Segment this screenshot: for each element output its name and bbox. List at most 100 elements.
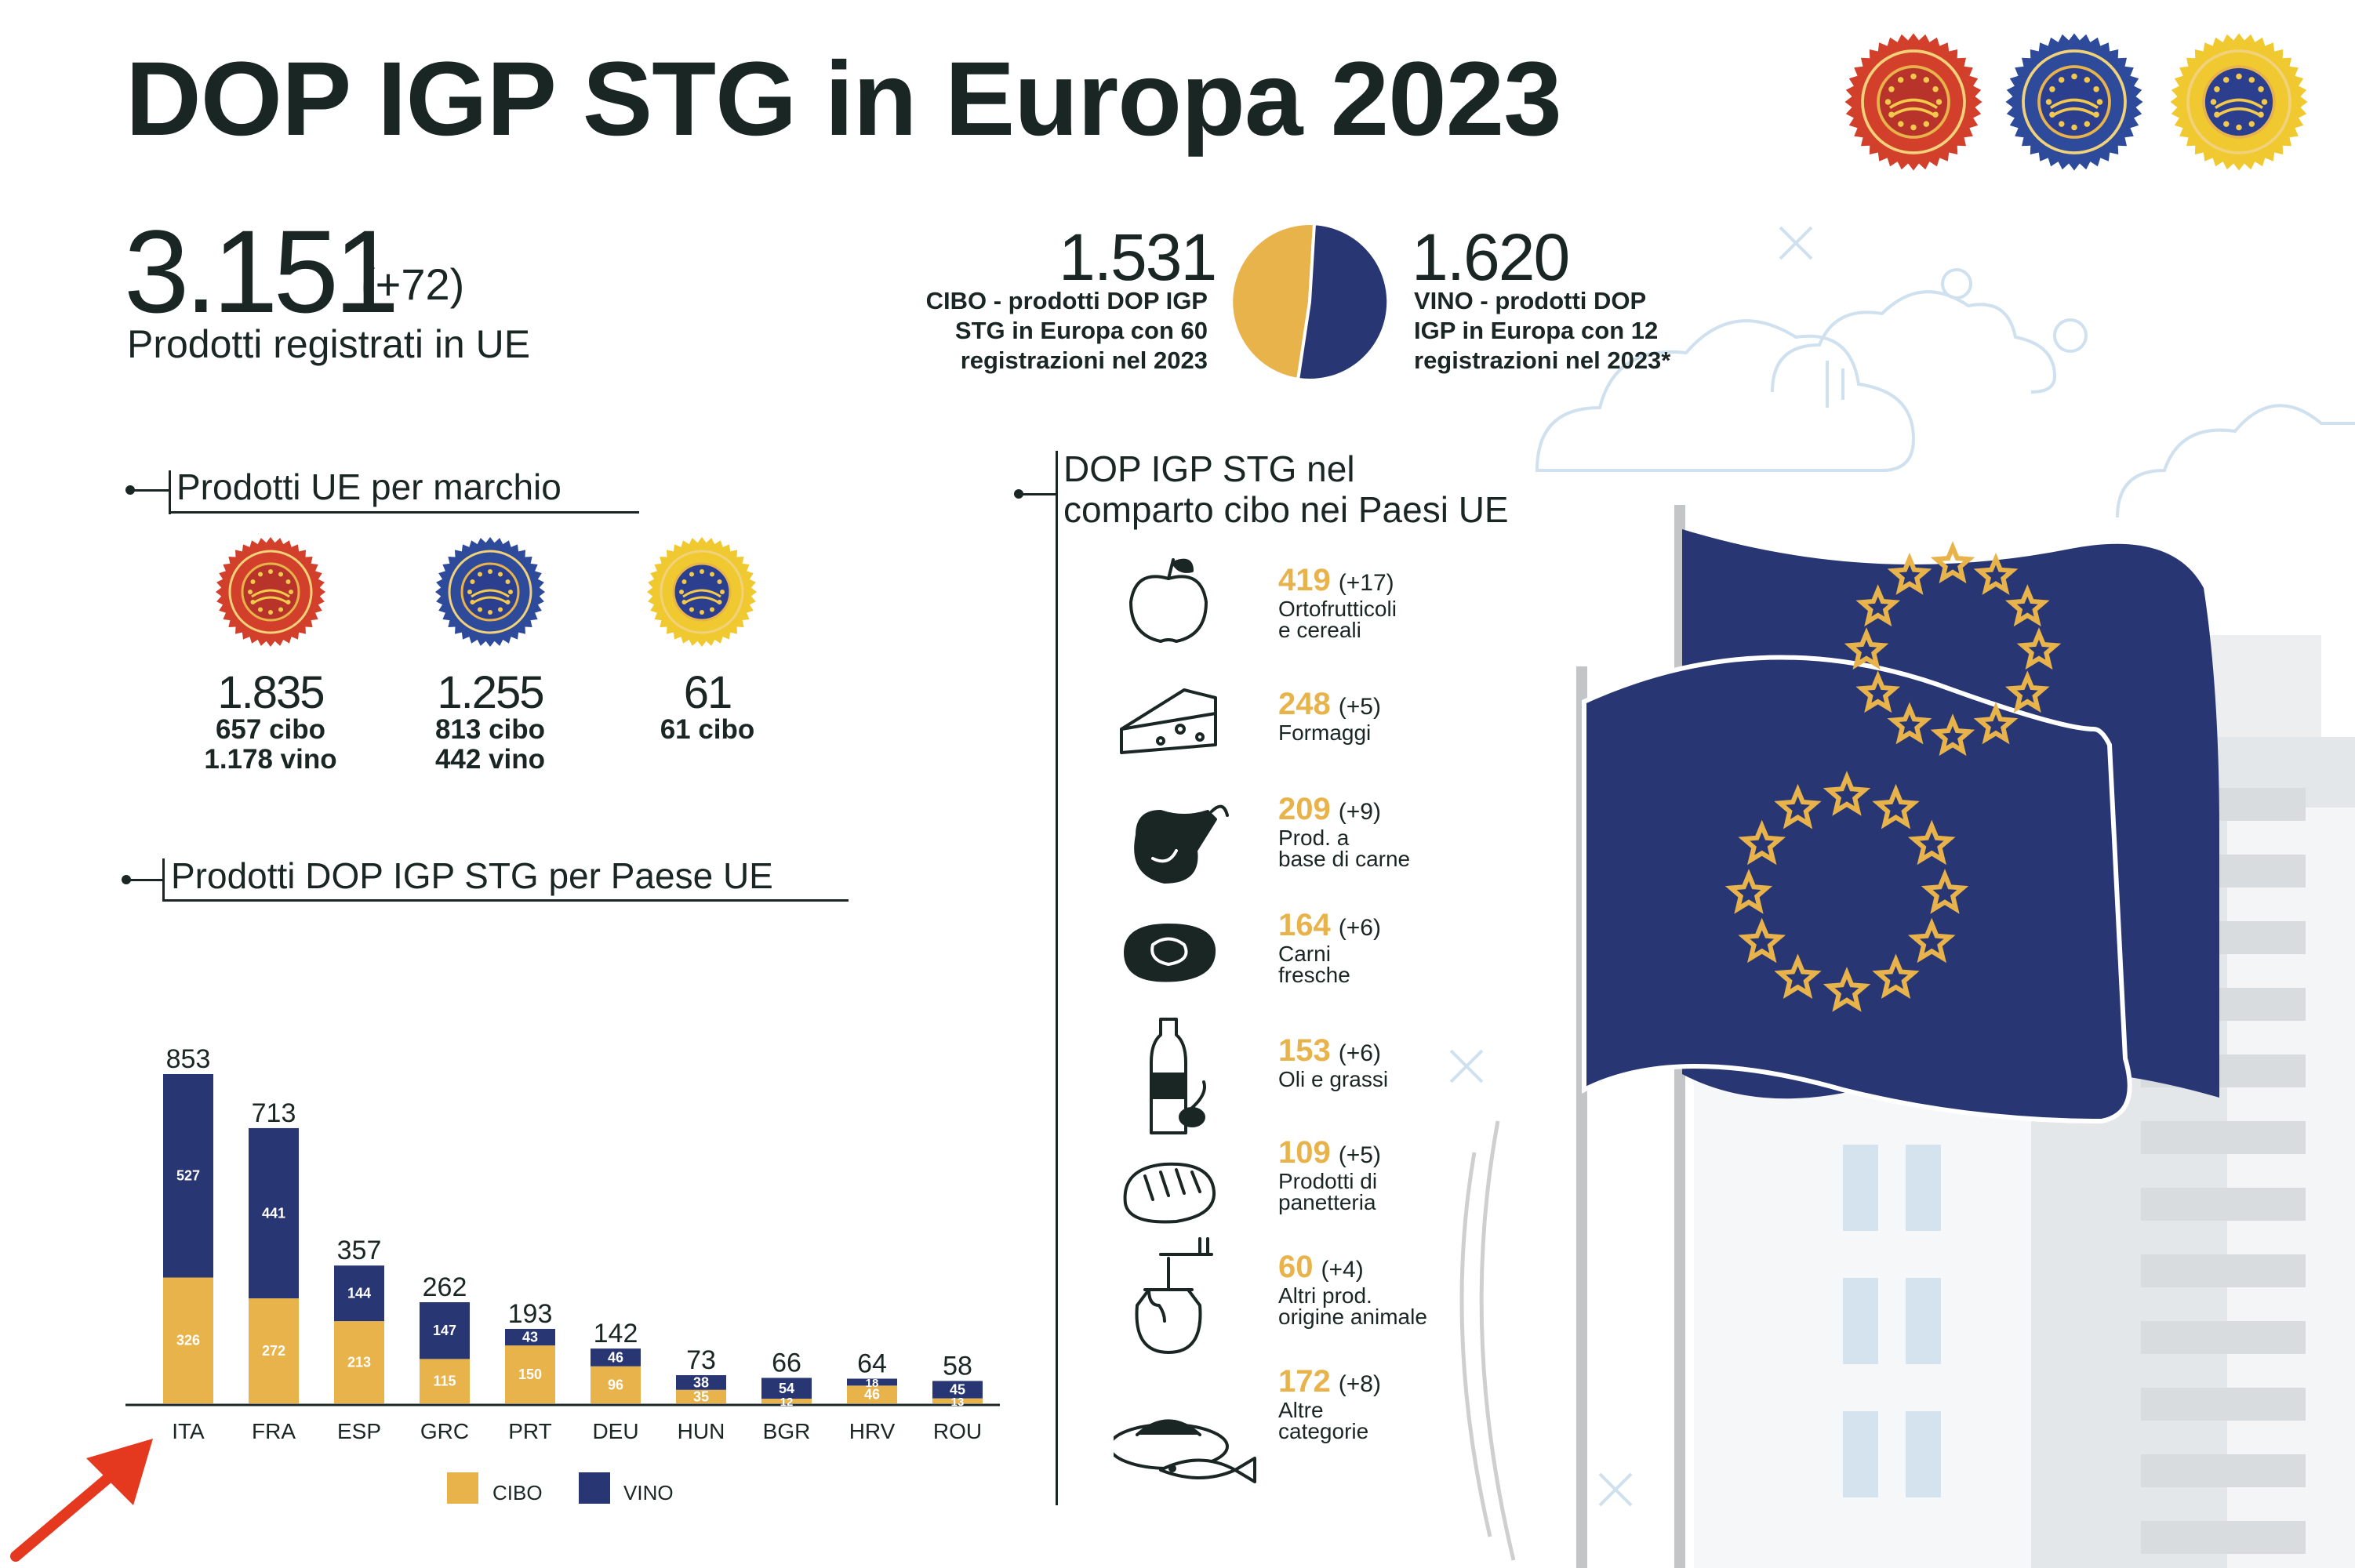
apple-icon xyxy=(1129,558,1208,643)
bar-cibo-ESP xyxy=(334,1321,384,1403)
stg-breakdown: 61 cibo xyxy=(660,714,755,745)
section-underline xyxy=(169,511,639,514)
section-bullet xyxy=(125,485,135,495)
legend-label-vino: VINO xyxy=(623,1481,674,1504)
dop-seal-icon xyxy=(216,537,325,647)
category-other-animal: 60 (+4) Altri prod. origine animale xyxy=(1278,1250,1427,1328)
fish-plate-icon xyxy=(1114,1419,1256,1483)
label-cibo-DEU: 96 xyxy=(608,1377,623,1392)
total-label-PRT: 193 xyxy=(508,1299,553,1329)
category-other: 172 (+8) Altre categorie xyxy=(1278,1364,1381,1443)
bar-cibo-ITA xyxy=(163,1277,213,1403)
category-value: 172 xyxy=(1278,1364,1331,1399)
total-label-BGR: 66 xyxy=(772,1348,801,1378)
category-delta: (+4) xyxy=(1321,1257,1364,1283)
food-total-text: CIBO - prodotti DOP IGP STG in Europa con… xyxy=(925,287,1208,374)
category-label: Carni fresche xyxy=(1278,942,1350,987)
total-label-ESP: 357 xyxy=(337,1236,382,1265)
category-label: Altre categorie xyxy=(1278,1398,1369,1443)
bar-vino-ROU xyxy=(932,1381,983,1399)
section-line xyxy=(162,858,165,902)
total-label-HUN: 73 xyxy=(686,1345,716,1375)
dop-total: 1.835 xyxy=(217,667,325,718)
page-title: DOP IGP STG in Europa 2023 xyxy=(125,41,1562,158)
bar-vino-DEU xyxy=(591,1348,641,1367)
bar-vino-HRV xyxy=(847,1378,897,1386)
category-value: 153 xyxy=(1278,1033,1331,1068)
categories-section-title: DOP IGP STG nel comparto cibo nei Paesi U… xyxy=(1063,448,1509,530)
stg-seal-icon xyxy=(2170,33,2308,171)
legend-label-cibo: CIBO xyxy=(492,1481,543,1504)
section-line xyxy=(129,879,162,881)
bar-vino-GRC xyxy=(420,1301,470,1359)
label-cibo-ITA: 326 xyxy=(176,1333,200,1348)
bar-cibo-BGR xyxy=(761,1399,812,1403)
label-cibo-HRV: 46 xyxy=(864,1387,880,1403)
label-vino-HUN: 38 xyxy=(693,1374,709,1390)
total-label-HRV: 64 xyxy=(857,1348,887,1378)
section-line xyxy=(169,470,171,514)
label-vino-FRA: 441 xyxy=(262,1206,285,1221)
chart-legend: CIBO VINO xyxy=(447,1472,674,1504)
marks-section-title: Prodotti UE per marchio xyxy=(176,466,561,507)
bar-vino-ITA xyxy=(163,1074,213,1278)
label-cibo-FRA: 272 xyxy=(262,1343,285,1359)
label-vino-ESP: 144 xyxy=(347,1286,371,1301)
label-vino-BGR: 54 xyxy=(779,1381,794,1396)
category-icons xyxy=(1114,558,1256,1483)
bar-cibo-HUN xyxy=(676,1389,726,1403)
label-cibo-ROU: 13 xyxy=(951,1396,965,1409)
total-label-DEU: 142 xyxy=(594,1319,638,1348)
igp-breakdown: 813 cibo 442 vino xyxy=(434,714,546,775)
label-vino-DEU: 46 xyxy=(608,1349,623,1365)
category-delta: (+17) xyxy=(1338,570,1394,596)
category-cheese: 248 (+5) Formaggi xyxy=(1278,687,1381,745)
total-label-FRA: 713 xyxy=(252,1098,296,1128)
steak-icon xyxy=(1124,924,1216,982)
bar-cibo-PRT xyxy=(505,1345,555,1403)
category-value: 209 xyxy=(1278,792,1331,826)
header-seals xyxy=(1844,33,2308,171)
x-tick-BGR: BGR xyxy=(763,1419,811,1443)
category-label: Formaggi xyxy=(1278,720,1372,745)
red-arrow-icon xyxy=(10,1439,153,1562)
label-cibo-BGR: 12 xyxy=(780,1396,794,1409)
section-vertical-line xyxy=(1056,451,1058,1505)
x-tick-FRA: FRA xyxy=(252,1419,296,1443)
bar-cibo-ROU xyxy=(932,1398,983,1403)
bar-vino-HUN xyxy=(676,1375,726,1390)
label-vino-ITA: 527 xyxy=(176,1168,200,1184)
category-delta: (+9) xyxy=(1338,799,1381,825)
marks-seals xyxy=(216,537,757,647)
category-delta: (+8) xyxy=(1338,1371,1381,1397)
igp-seal-icon xyxy=(2005,33,2143,171)
label-vino-PRT: 43 xyxy=(522,1330,538,1345)
total-label-ITA: 853 xyxy=(166,1044,211,1074)
pie-slice-vino xyxy=(1296,222,1390,383)
pie-slice-cibo xyxy=(1230,222,1317,382)
dop-seal-icon xyxy=(1844,33,1982,171)
category-value: 248 xyxy=(1278,687,1331,721)
label-cibo-GRC: 115 xyxy=(433,1374,456,1389)
bar-cibo-HRV xyxy=(847,1385,897,1403)
igp-total: 1.255 xyxy=(437,667,544,718)
section-bullet xyxy=(1014,489,1023,499)
label-cibo-HUN: 35 xyxy=(693,1388,709,1404)
total-label-ROU: 58 xyxy=(943,1351,972,1381)
bar-cibo-FRA xyxy=(249,1298,299,1403)
honey-icon xyxy=(1135,1237,1213,1354)
total-products-value: 3.151 xyxy=(124,205,399,337)
category-delta: (+5) xyxy=(1338,1142,1381,1168)
category-label: Prodotti di panetteria xyxy=(1278,1169,1378,1214)
section-underline xyxy=(162,899,849,902)
igp-seal-icon xyxy=(435,537,545,647)
category-bakery: 109 (+5) Prodotti di panetteria xyxy=(1278,1135,1381,1214)
category-meat-products: 209 (+9) Prod. a base di carne xyxy=(1278,792,1410,870)
x-tick-PRT: PRT xyxy=(508,1419,552,1443)
x-tick-GRC: GRC xyxy=(420,1419,469,1443)
food-total-value: 1.531 xyxy=(1059,220,1217,294)
food-wine-pie xyxy=(1230,222,1390,383)
stg-total: 61 xyxy=(683,667,733,718)
label-cibo-PRT: 150 xyxy=(518,1367,542,1382)
bread-icon xyxy=(1123,1162,1216,1224)
